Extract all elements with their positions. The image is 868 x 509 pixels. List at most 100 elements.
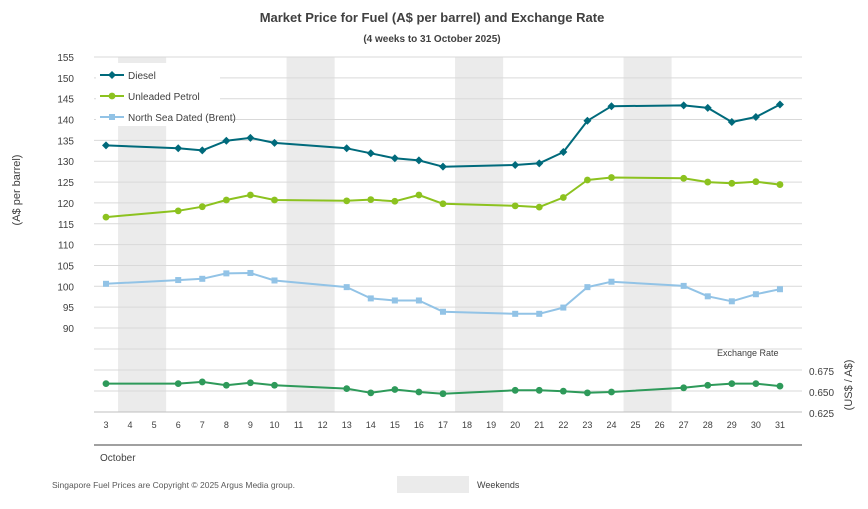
data-point xyxy=(108,71,116,79)
x-tick-label: 25 xyxy=(631,420,641,430)
series-exchange-rate xyxy=(102,378,784,398)
data-point xyxy=(560,304,567,311)
x-tick-label: 9 xyxy=(248,420,253,430)
data-point xyxy=(102,141,110,150)
data-point xyxy=(102,380,110,387)
data-point xyxy=(535,203,543,211)
x-tick-label: 22 xyxy=(558,420,568,430)
y-axis-right-label: (US$ / A$) xyxy=(843,360,855,411)
x-tick-label: 23 xyxy=(582,420,592,430)
data-point xyxy=(271,277,278,284)
y-tick-label: 120 xyxy=(57,199,74,210)
data-point xyxy=(775,100,784,109)
data-point xyxy=(511,202,519,210)
data-point xyxy=(559,148,568,157)
y-tick-label: 135 xyxy=(57,136,74,147)
data-point xyxy=(680,174,688,182)
y-axis-label: (A$ per barrel) xyxy=(11,155,23,226)
y-tick-label: 100 xyxy=(57,282,74,293)
weekend-legend-label: Weekends xyxy=(477,480,520,490)
data-point xyxy=(415,191,423,199)
x-tick-label: 10 xyxy=(269,420,279,430)
x-tick-label: 21 xyxy=(534,420,544,430)
y-right-tick-label: 0.650 xyxy=(809,388,834,399)
data-point xyxy=(439,308,446,315)
data-point xyxy=(247,379,254,387)
series-north-sea-dated-brent xyxy=(103,269,783,317)
legend-label: Diesel xyxy=(128,71,156,82)
data-point xyxy=(198,203,206,211)
x-tick-label: 20 xyxy=(510,420,520,430)
data-point xyxy=(559,387,567,395)
y-tick-label: 130 xyxy=(57,157,74,168)
data-point xyxy=(728,380,736,387)
data-point xyxy=(246,133,255,142)
data-point xyxy=(535,386,543,394)
data-point xyxy=(438,162,447,171)
data-point xyxy=(704,293,711,300)
data-point xyxy=(584,176,591,184)
weekend-band xyxy=(623,57,672,412)
data-point xyxy=(199,275,206,282)
data-point xyxy=(102,213,110,221)
data-point xyxy=(728,179,736,187)
x-tick-label: 28 xyxy=(703,420,713,430)
data-point xyxy=(175,277,182,284)
y-tick-label: 115 xyxy=(58,220,74,231)
x-tick-label: 29 xyxy=(727,420,737,430)
x-tick-label: 17 xyxy=(438,420,448,430)
y-tick-label: 155 xyxy=(57,53,74,64)
weekend-band xyxy=(286,57,335,412)
weekend-legend-swatch xyxy=(397,476,469,493)
data-point xyxy=(103,280,109,287)
data-point xyxy=(391,386,399,393)
series-line xyxy=(105,176,781,219)
x-tick-label: 14 xyxy=(366,420,376,430)
chart-subtitle: (4 weeks to 31 October 2025) xyxy=(363,34,500,45)
data-point xyxy=(367,196,375,203)
exchange-panel-label: Exchange Rate xyxy=(717,348,779,358)
x-tick-label: 8 xyxy=(224,420,229,430)
y-right-tick-label: 0.675 xyxy=(809,367,834,378)
data-point xyxy=(583,116,592,125)
data-point xyxy=(728,298,735,305)
data-point xyxy=(247,269,254,276)
data-point xyxy=(391,197,399,205)
data-point xyxy=(511,160,520,169)
y-tick-label: 95 xyxy=(63,303,75,314)
data-point xyxy=(270,138,279,147)
data-point xyxy=(174,380,182,387)
data-point xyxy=(198,146,207,155)
data-point xyxy=(108,92,116,100)
y-tick-label: 110 xyxy=(58,241,74,252)
data-point xyxy=(342,144,351,153)
x-tick-label: 6 xyxy=(176,420,181,430)
data-point xyxy=(535,159,544,168)
x-tick-label: 12 xyxy=(318,420,328,430)
data-point xyxy=(608,278,615,285)
data-point xyxy=(584,284,591,291)
data-point xyxy=(559,194,567,201)
data-point xyxy=(390,154,399,163)
x-tick-label: 16 xyxy=(414,420,424,430)
x-tick-label: 24 xyxy=(606,420,616,430)
legend-label: Unleaded Petrol xyxy=(128,92,200,103)
x-tick-label: 18 xyxy=(462,420,472,430)
legend-layer: Diesel Unleaded Petrol North Sea Dated (Br… xyxy=(96,63,236,126)
x-tick-label: 30 xyxy=(751,420,761,430)
data-point xyxy=(776,181,784,188)
data-point xyxy=(367,389,375,397)
data-point xyxy=(752,178,760,186)
data-point xyxy=(607,102,616,111)
x-tick-label: 26 xyxy=(655,420,665,430)
y-tick-label: 145 xyxy=(57,95,74,106)
data-point xyxy=(439,390,447,398)
data-point xyxy=(680,282,687,289)
data-point xyxy=(222,381,230,389)
data-point xyxy=(680,384,688,392)
data-point xyxy=(751,113,760,122)
x-tick-label: 19 xyxy=(486,420,496,430)
x-tick-label: 11 xyxy=(294,420,303,430)
